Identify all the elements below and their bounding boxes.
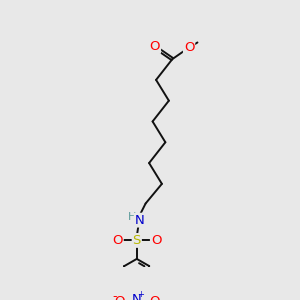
Text: N: N [132, 293, 142, 300]
Text: H: H [128, 212, 136, 222]
Text: S: S [133, 234, 141, 247]
Text: O: O [114, 295, 124, 300]
Text: +: + [137, 290, 144, 299]
Text: O: O [150, 40, 160, 53]
Text: O: O [112, 234, 123, 247]
Text: O: O [149, 295, 160, 300]
Text: N: N [135, 214, 144, 226]
Text: -: - [112, 290, 117, 300]
Text: O: O [184, 40, 194, 54]
Text: O: O [151, 234, 161, 247]
